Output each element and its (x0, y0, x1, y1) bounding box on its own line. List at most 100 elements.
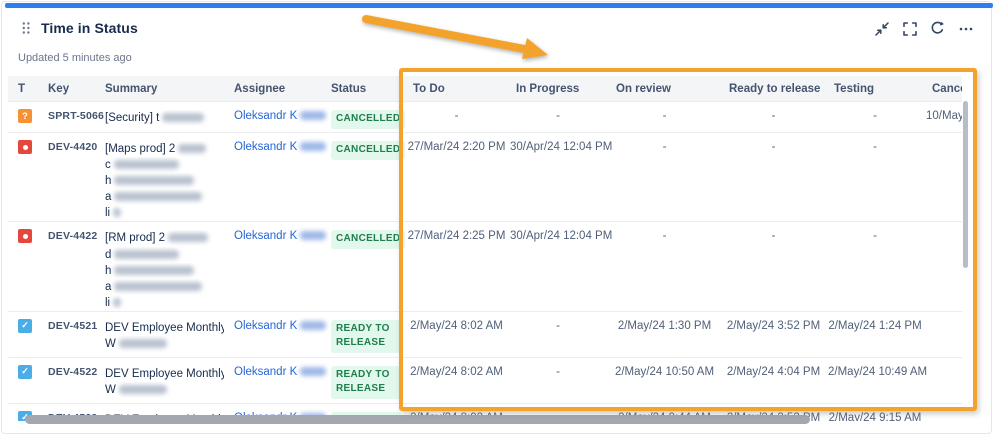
assignee-link[interactable]: Oleksandr K (234, 319, 298, 332)
redacted-text (114, 249, 180, 259)
redacted-text (114, 265, 195, 275)
redacted-text (300, 231, 327, 241)
issue-type-bug-icon[interactable] (18, 229, 32, 244)
cell-to-do: 27/Mar/24 2:25 PM (407, 230, 506, 243)
cell-testing: 2/May/24 9:15 AM (828, 411, 922, 421)
redacted-text (300, 366, 327, 376)
status-badge: CANCELLED (331, 110, 406, 129)
fullscreen-button[interactable] (902, 21, 917, 36)
cell-ready-to-release: - (771, 110, 776, 122)
cell-ready-to-release: - (771, 141, 776, 153)
status-badge: READY TO RELEASE (331, 365, 401, 399)
refresh-icon (931, 21, 944, 34)
redacted-text (113, 297, 122, 307)
drag-handle-icon[interactable] (18, 21, 33, 36)
column-header-cancelled[interactable]: Cancelled (924, 76, 962, 102)
status-badge: CANCELLED (331, 230, 406, 249)
assignee-link[interactable]: Oleksandr K (234, 141, 298, 153)
cell-to-do: - (454, 110, 459, 122)
table-row: DEV-4422 [RM prod] 2 d h a li Oleksandr … (8, 222, 962, 312)
issue-key: DEV-4420 (48, 141, 98, 153)
issue-type-task-icon[interactable]: ✓ (18, 364, 32, 379)
issue-summary: DEV Employee Monthly W (105, 321, 224, 351)
cell-testing: 2/May/24 10:49 AM (828, 365, 928, 378)
cell-ready-to-release: 2/May/24 3:52 PM (726, 319, 821, 332)
issue-key: DEV-4522 (48, 365, 98, 378)
cell-ready-to-release: 2/May/24 4:04 PM (726, 365, 821, 378)
issue-summary: DEV Employee Monthly W (105, 367, 224, 397)
table-row: ? SPRT-5066 [Security] t Oleksandr K CAN… (8, 102, 962, 133)
redacted-text (300, 111, 327, 120)
redacted-text (113, 160, 179, 170)
cell-to-do: 2/May/24 8:02 AM (410, 365, 503, 378)
redacted-text (114, 281, 203, 291)
gadget-focus-top-bar (5, 3, 993, 8)
issue-summary: [Security] t (105, 112, 160, 124)
redacted-text (300, 320, 327, 330)
cell-cancelled (924, 403, 962, 421)
cell-in-progress: - (556, 110, 560, 122)
cell-in-progress: 30/Apr/24 12:04 PM (510, 141, 613, 153)
column-header-on-review[interactable]: On review (608, 76, 721, 102)
cell-testing: - (873, 230, 877, 243)
assignee-link[interactable]: Oleksandr K (234, 365, 298, 378)
redacted-text (118, 339, 167, 349)
column-header-ready-to-release[interactable]: Ready to release (721, 76, 826, 102)
cell-on-review: 2/May/24 10:50 AM (614, 365, 715, 378)
issue-type-task-icon[interactable]: ✓ (18, 318, 32, 333)
column-header-testing[interactable]: Testing (826, 76, 924, 102)
column-header-type[interactable]: T (8, 76, 40, 102)
cell-cancelled (924, 222, 962, 311)
time-in-status-table: T Key Summary Assignee Status To Do In P… (8, 76, 962, 421)
cell-on-review: 2/May/24 1:30 PM (617, 319, 712, 332)
column-header-key[interactable]: Key (40, 76, 103, 102)
cell-testing: 2/May/24 1:24 PM (828, 319, 922, 332)
table-row: ✓ DEV-4521 DEV Employee Monthly W Oleksa… (8, 311, 962, 358)
column-header-summary[interactable]: Summary (103, 76, 228, 102)
redacted-text (168, 233, 209, 243)
issue-key: DEV-4521 (48, 319, 98, 332)
cell-on-review: - (662, 110, 667, 122)
last-updated-text: Updated 5 minutes ago (18, 52, 132, 64)
redacted-text (300, 142, 327, 151)
page-title: Time in Status (41, 20, 138, 36)
issue-summary: [Maps prod] 2 c h a li (103, 133, 228, 222)
cell-on-review: - (662, 230, 667, 243)
column-header-to-do[interactable]: To Do (405, 76, 508, 102)
horizontal-scrollbar[interactable] (25, 415, 810, 424)
table-header-row: T Key Summary Assignee Status To Do In P… (8, 76, 962, 102)
cell-to-do: 2/May/24 8:02 AM (410, 319, 503, 332)
redacted-text (162, 113, 205, 122)
drag-dots-icon (22, 22, 30, 34)
cell-on-review: - (662, 141, 667, 153)
redacted-text (113, 208, 122, 218)
vertical-scrollbar[interactable] (963, 101, 968, 268)
more-options-button[interactable] (958, 21, 973, 36)
cell-to-do: 27/Mar/24 2:20 PM (407, 141, 506, 153)
column-header-in-progress[interactable]: In Progress (508, 76, 608, 102)
status-badge: CANCELLED (331, 141, 406, 160)
cell-cancelled (924, 311, 962, 357)
table-row: ✓ DEV-4522 DEV Employee Monthly W Oleksa… (8, 357, 962, 404)
cell-in-progress: - (556, 319, 560, 332)
column-header-status[interactable]: Status (323, 76, 405, 102)
issue-summary: [RM prod] 2 d h a li (103, 222, 228, 311)
issue-key: DEV-4422 (48, 230, 98, 243)
arrows-collapse-icon (874, 21, 889, 36)
cell-cancelled (924, 133, 962, 222)
issue-key: SPRT-5066 (48, 110, 105, 122)
redacted-text (114, 192, 203, 202)
issue-type-bug-icon[interactable] (18, 140, 32, 154)
minimize-button[interactable] (874, 21, 889, 36)
column-header-assignee[interactable]: Assignee (228, 76, 323, 102)
redacted-text (178, 144, 207, 153)
status-badge: READY TO RELEASE (331, 319, 401, 353)
cell-cancelled: 10/May (926, 110, 962, 122)
gadget-toolbar (874, 21, 973, 36)
refresh-button[interactable] (930, 21, 945, 36)
cell-testing: - (873, 110, 877, 122)
assignee-link[interactable]: Oleksandr K (234, 230, 298, 243)
issue-type-question-icon[interactable]: ? (18, 109, 32, 123)
assignee-link[interactable]: Oleksandr K (234, 110, 298, 122)
